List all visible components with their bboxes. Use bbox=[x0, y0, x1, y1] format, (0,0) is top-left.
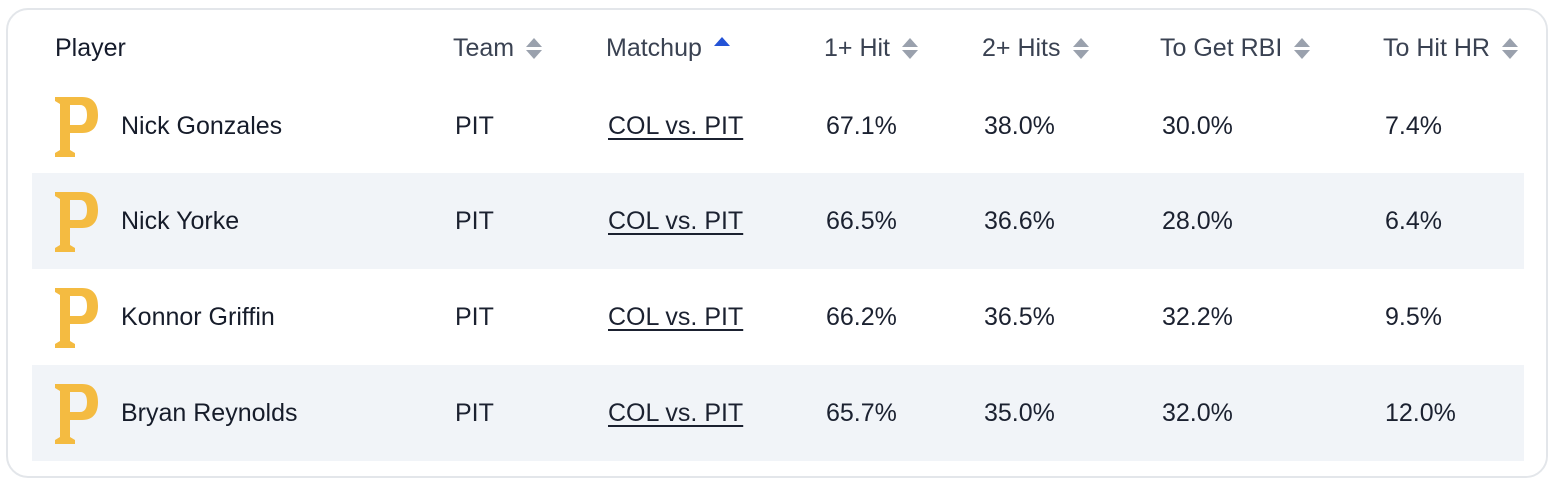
pirates-p-logo-icon bbox=[55, 192, 98, 252]
hr-cell: 9.5% bbox=[1385, 302, 1442, 331]
table-row[interactable]: Konnor Griffin PIT COL vs. PIT 66.2% 36.… bbox=[32, 269, 1526, 365]
team-cell: PIT bbox=[455, 398, 494, 427]
matchup-link[interactable]: COL vs. PIT bbox=[608, 206, 744, 235]
header-to-hit-hr[interactable]: To Hit HR bbox=[1383, 32, 1518, 64]
player-name[interactable]: Nick Yorke bbox=[121, 206, 240, 235]
player-name[interactable]: Nick Gonzales bbox=[121, 111, 283, 140]
header-player[interactable]: Player bbox=[55, 32, 126, 64]
hit2-cell: 38.0% bbox=[984, 111, 1055, 140]
header-to-get-rbi-label: To Get RBI bbox=[1160, 33, 1283, 62]
player-name[interactable]: Konnor Griffin bbox=[121, 302, 275, 331]
sort-icon[interactable] bbox=[902, 37, 919, 59]
table-row[interactable]: Nick Yorke PIT COL vs. PIT 66.5% 36.6% 2… bbox=[32, 173, 1526, 269]
hit2-cell: 35.0% bbox=[984, 398, 1055, 427]
hr-cell: 6.4% bbox=[1385, 206, 1442, 235]
pirates-p-logo-icon bbox=[55, 288, 98, 348]
header-team[interactable]: Team bbox=[453, 32, 543, 64]
sort-icon[interactable] bbox=[1294, 37, 1311, 59]
rbi-cell: 28.0% bbox=[1162, 206, 1233, 235]
sort-icon[interactable] bbox=[1072, 37, 1089, 59]
pirates-p-logo-icon bbox=[55, 97, 98, 157]
sort-icon[interactable] bbox=[526, 37, 543, 59]
header-2plus-hits-label: 2+ Hits bbox=[982, 33, 1061, 62]
header-player-label: Player bbox=[55, 33, 126, 62]
hr-cell: 7.4% bbox=[1385, 111, 1442, 140]
player-name[interactable]: Bryan Reynolds bbox=[121, 398, 298, 427]
header-to-hit-hr-label: To Hit HR bbox=[1383, 33, 1490, 62]
props-table: Player Team Matchup 1+ Hit 2+ Hits To Ge… bbox=[6, 8, 1548, 478]
header-1plus-hit-label: 1+ Hit bbox=[824, 33, 891, 62]
pirates-p-logo-icon bbox=[55, 384, 98, 444]
table-row[interactable]: Bryan Reynolds PIT COL vs. PIT 65.7% 35.… bbox=[32, 365, 1526, 461]
rbi-cell: 32.2% bbox=[1162, 302, 1233, 331]
header-1plus-hit[interactable]: 1+ Hit bbox=[824, 32, 919, 64]
hit2-cell: 36.5% bbox=[984, 302, 1055, 331]
sort-ascending-icon[interactable] bbox=[713, 36, 730, 46]
table-row[interactable]: Nick Gonzales PIT COL vs. PIT 67.1% 38.0… bbox=[32, 78, 1526, 174]
sort-icon[interactable] bbox=[1501, 37, 1518, 59]
team-cell: PIT bbox=[455, 302, 494, 331]
hit1-cell: 66.2% bbox=[826, 302, 897, 331]
hit1-cell: 66.5% bbox=[826, 206, 897, 235]
header-matchup[interactable]: Matchup bbox=[606, 32, 730, 64]
hit1-cell: 65.7% bbox=[826, 398, 897, 427]
team-cell: PIT bbox=[455, 111, 494, 140]
header-matchup-label: Matchup bbox=[606, 33, 702, 62]
hit1-cell: 67.1% bbox=[826, 111, 897, 140]
team-cell: PIT bbox=[455, 206, 494, 235]
rbi-cell: 32.0% bbox=[1162, 398, 1233, 427]
matchup-link[interactable]: COL vs. PIT bbox=[608, 302, 744, 331]
hit2-cell: 36.6% bbox=[984, 206, 1055, 235]
header-to-get-rbi[interactable]: To Get RBI bbox=[1160, 32, 1311, 64]
table-header: Player Team Matchup 1+ Hit 2+ Hits To Ge… bbox=[8, 10, 1546, 86]
matchup-link[interactable]: COL vs. PIT bbox=[608, 398, 744, 427]
header-2plus-hits[interactable]: 2+ Hits bbox=[982, 32, 1089, 64]
header-team-label: Team bbox=[453, 33, 515, 62]
rbi-cell: 30.0% bbox=[1162, 111, 1233, 140]
scroll-clip-edge bbox=[1524, 10, 1546, 476]
matchup-link[interactable]: COL vs. PIT bbox=[608, 111, 744, 140]
hr-cell: 12.0% bbox=[1385, 398, 1456, 427]
